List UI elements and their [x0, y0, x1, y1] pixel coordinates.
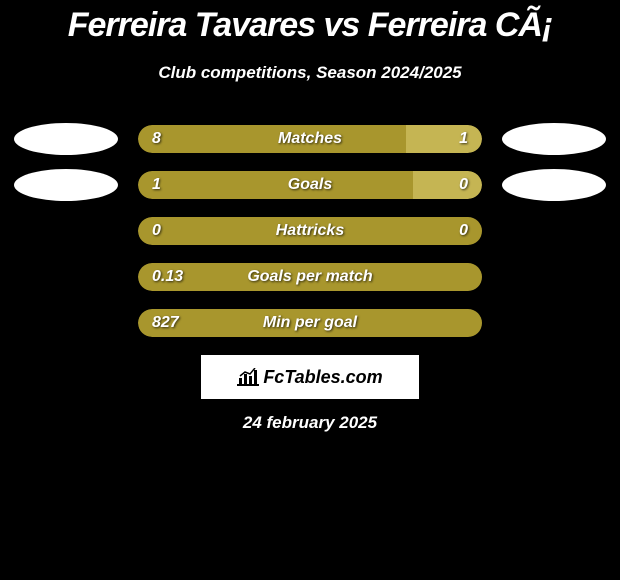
- stat-row: 0.13Goals per match: [8, 263, 612, 291]
- spacer: [502, 215, 606, 247]
- stat-bar: 0.13Goals per match: [138, 263, 482, 291]
- bar-segment-left: 827: [138, 309, 482, 337]
- comparison-infographic: Ferreira Tavares vs Ferreira CÃ¡ Club co…: [0, 0, 620, 433]
- stat-bar: 81Matches: [138, 125, 482, 153]
- player-right-badge: [502, 123, 606, 155]
- player-left-badge: [14, 169, 118, 201]
- stat-value-left: 0.13: [138, 268, 183, 286]
- spacer: [502, 261, 606, 293]
- source-badge: FcTables.com: [201, 355, 419, 399]
- player-right-badge: [502, 169, 606, 201]
- stat-bar: 827Min per goal: [138, 309, 482, 337]
- page-title: Ferreira Tavares vs Ferreira CÃ¡: [8, 0, 612, 45]
- stat-value-right: 1: [459, 130, 482, 148]
- bar-segment-right: 0: [413, 171, 482, 199]
- stat-bar: 00Hattricks: [138, 217, 482, 245]
- badge-text: FcTables.com: [263, 367, 382, 388]
- stat-value-left: 1: [138, 176, 161, 194]
- player-left-badge: [14, 123, 118, 155]
- spacer: [14, 307, 118, 339]
- stat-bar: 10Goals: [138, 171, 482, 199]
- bar-segment-left: 8: [138, 125, 406, 153]
- bar-segment-left: 0: [138, 217, 482, 245]
- spacer: [14, 261, 118, 293]
- stat-row: 00Hattricks: [8, 217, 612, 245]
- date-label: 24 february 2025: [8, 413, 612, 433]
- page-subtitle: Club competitions, Season 2024/2025: [8, 63, 612, 83]
- stats-section: 81Matches10Goals00Hattricks0.13Goals per…: [8, 125, 612, 337]
- bar-segment-left: 1: [138, 171, 413, 199]
- stat-row: 10Goals: [8, 171, 612, 199]
- bar-segment-left: 0.13: [138, 263, 482, 291]
- stat-value-left: 8: [138, 130, 161, 148]
- stat-value-left: 827: [138, 314, 179, 332]
- bar-segment-right: 1: [406, 125, 482, 153]
- stat-value-right: 0: [459, 176, 482, 194]
- spacer: [14, 215, 118, 247]
- stat-row: 827Min per goal: [8, 309, 612, 337]
- spacer: [502, 307, 606, 339]
- stat-row: 81Matches: [8, 125, 612, 153]
- stat-value-left: 0: [138, 222, 161, 240]
- bar-chart-icon: [237, 368, 259, 386]
- stat-value-right: 0: [459, 222, 468, 240]
